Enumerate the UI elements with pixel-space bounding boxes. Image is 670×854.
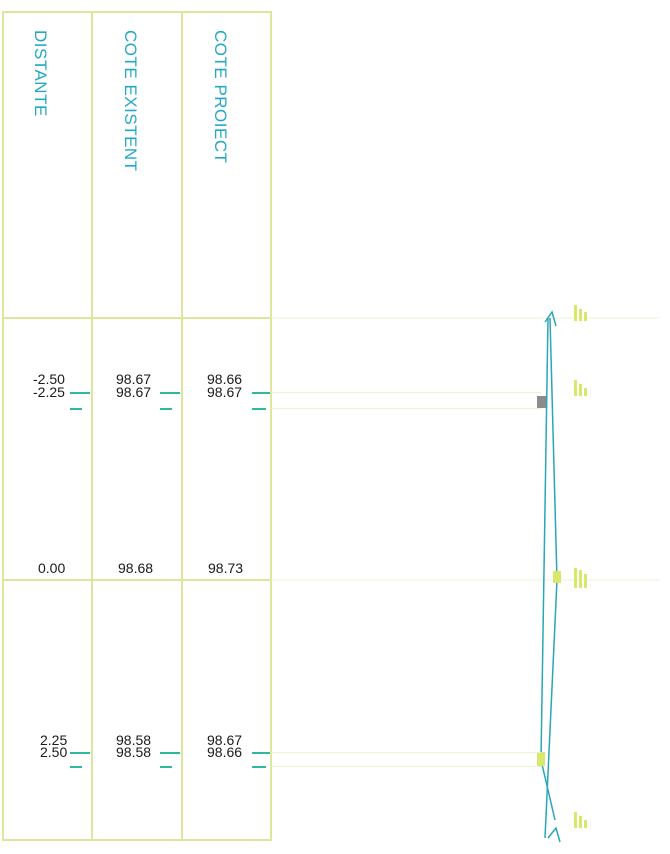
profile-line-design-lower bbox=[544, 579, 558, 839]
arrow-top-icon bbox=[544, 310, 557, 327]
cote-existent-value: 98.58 bbox=[116, 732, 152, 748]
tick-mark bbox=[70, 752, 90, 754]
elevation-label-1 bbox=[574, 305, 587, 321]
tick-mark bbox=[70, 408, 82, 410]
tick-mark bbox=[160, 408, 172, 410]
cote-existent-value: 98.68 bbox=[118, 560, 154, 576]
profile-line-existing bbox=[540, 317, 549, 761]
distante-value: 0.00 bbox=[38, 560, 66, 576]
distante-value: 2.25 bbox=[40, 732, 68, 748]
header-cote-proiect: COTE PROIECT bbox=[211, 30, 230, 164]
tick-mark bbox=[160, 766, 172, 768]
leader-line bbox=[271, 408, 541, 409]
leader-line bbox=[271, 392, 541, 393]
distante-value: -2.50 bbox=[33, 371, 65, 387]
cote-proiect-value: 98.67 bbox=[207, 732, 243, 748]
point-marker-gray bbox=[537, 396, 546, 408]
cote-proiect-value: 98.73 bbox=[208, 560, 244, 576]
leader-line bbox=[271, 766, 541, 767]
point-marker-yellow bbox=[553, 571, 561, 583]
tick-mark bbox=[252, 752, 270, 754]
header-cote-existent: COTE EXISTENT bbox=[121, 30, 140, 172]
elevation-label-3 bbox=[574, 568, 587, 588]
tick-mark bbox=[252, 766, 266, 768]
leader-line bbox=[271, 752, 541, 753]
tick-mark bbox=[252, 392, 270, 394]
tick-mark bbox=[70, 766, 82, 768]
cote-proiect-value: 98.66 bbox=[207, 371, 243, 387]
arrow-bottom-icon bbox=[547, 826, 561, 843]
cote-proiect-value: 98.67 bbox=[207, 384, 243, 400]
header-distante: DISTANTE bbox=[31, 30, 50, 117]
point-marker-yellow-2 bbox=[537, 752, 545, 766]
cote-existent-value: 98.67 bbox=[116, 371, 152, 387]
tick-mark bbox=[160, 392, 180, 394]
tick-mark bbox=[160, 752, 180, 754]
profile-line-connector bbox=[540, 759, 556, 821]
cote-existent-value: 98.58 bbox=[116, 744, 152, 760]
profile-line-design bbox=[549, 317, 558, 581]
distante-value: 2.50 bbox=[40, 744, 68, 760]
elevation-label-2 bbox=[574, 380, 587, 396]
tick-mark bbox=[70, 392, 90, 394]
elevation-label-4 bbox=[574, 812, 587, 828]
cote-existent-value: 98.67 bbox=[116, 384, 152, 400]
cote-proiect-value: 98.66 bbox=[207, 744, 243, 760]
table-border bbox=[2, 11, 272, 841]
tick-mark bbox=[252, 408, 266, 410]
distante-value: -2.25 bbox=[33, 384, 65, 400]
